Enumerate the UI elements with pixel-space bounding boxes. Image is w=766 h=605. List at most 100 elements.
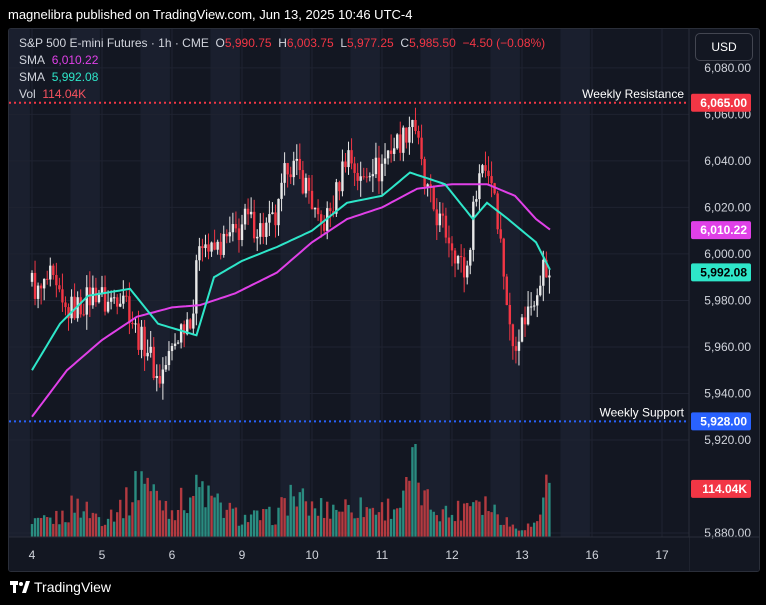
candle-body <box>246 208 250 215</box>
price-tick-label: 5,920.00 <box>704 433 751 447</box>
volume-bar <box>100 526 104 537</box>
candle-body <box>109 297 113 302</box>
candle-body <box>103 287 107 312</box>
legend-sma-slow-row[interactable]: SMA 6,010.22 <box>19 52 545 69</box>
legend-sma-fast-row[interactable]: SMA 5,992.08 <box>19 69 545 86</box>
time-tick-label: 13 <box>515 548 529 562</box>
currency-button[interactable]: USD <box>695 33 753 61</box>
legend-volume-row[interactable]: Vol 114.04K <box>19 86 545 103</box>
volume-bar <box>539 514 542 537</box>
price-chart[interactable]: Weekly Resistance Weekly Support 6,080.00… <box>9 29 759 571</box>
volume-bar <box>472 502 475 537</box>
candle-body <box>222 233 225 255</box>
volume-bar <box>259 520 262 537</box>
candle-body <box>505 276 508 305</box>
candle-body <box>155 376 158 379</box>
candle-body <box>517 341 521 351</box>
volume-bar <box>82 511 85 537</box>
candle-body <box>176 342 180 344</box>
volume-bar <box>332 504 335 537</box>
volume-bar <box>313 508 317 537</box>
candle-body <box>490 176 493 184</box>
candle-body <box>61 289 64 303</box>
volume-bar <box>125 487 128 537</box>
volume-bar <box>362 517 365 537</box>
candle-body <box>91 287 95 306</box>
volume-bar <box>414 444 417 537</box>
candle-body <box>249 211 253 215</box>
volume-bar <box>341 511 344 537</box>
volume-bar <box>55 510 58 537</box>
session-band <box>210 29 240 537</box>
volume-bar <box>173 520 177 537</box>
volume-bar <box>73 512 76 537</box>
volume-bar <box>128 515 131 537</box>
sma-slow-line[interactable] <box>31 183 551 418</box>
volume-bar <box>265 509 268 537</box>
candle-body <box>240 224 244 241</box>
candle-body <box>350 150 353 164</box>
ohlc-open-label: O <box>215 36 225 50</box>
candle-body <box>70 296 73 319</box>
candle-body <box>301 170 305 194</box>
candle-body <box>30 272 34 282</box>
volume-bar <box>112 521 116 537</box>
volume-bar <box>49 517 52 537</box>
candle-body <box>277 198 280 226</box>
time-tick-label: 9 <box>239 548 246 562</box>
volume-bar <box>545 474 548 537</box>
volume-bar <box>161 510 165 537</box>
candle-body <box>478 173 481 200</box>
volume-bar <box>490 512 493 537</box>
volume-bar <box>237 525 241 537</box>
candle-body <box>432 187 435 210</box>
symbol-name[interactable]: S&P 500 E-mini Futures · 1h · CME <box>19 36 209 50</box>
volume-bar <box>389 518 393 537</box>
resistance-price-badge: 6,065.00 <box>700 96 747 110</box>
sma-fast-value: 5,992.08 <box>51 70 99 84</box>
volume-bar <box>79 517 82 537</box>
candle-body <box>243 208 247 225</box>
volume-bar <box>146 477 149 537</box>
volume-bar <box>274 524 277 537</box>
candle-body <box>408 127 411 143</box>
volume-bar <box>201 481 204 537</box>
candle-body <box>49 265 52 280</box>
time-tick-label: 10 <box>305 548 319 562</box>
candle-body <box>405 127 408 143</box>
candle-body <box>97 292 101 303</box>
candle-body <box>106 301 110 312</box>
chart-pane[interactable]: Weekly Resistance Weekly Support 6,080.00… <box>8 28 760 572</box>
resistance-price-badge-background <box>691 93 751 112</box>
candle-body <box>459 256 463 258</box>
sma-slow-price-badge: 6,010.22 <box>700 223 747 237</box>
candle-body <box>33 272 37 299</box>
volume-bar <box>131 502 134 537</box>
candle-body <box>216 241 219 250</box>
volume-bar <box>167 518 171 537</box>
volume-bar <box>350 512 353 537</box>
candle-body <box>237 228 241 241</box>
candle-body <box>523 317 527 325</box>
session-bands <box>9 29 590 537</box>
volume-bar <box>204 507 207 537</box>
volume-bar <box>542 497 545 537</box>
volume-badge: 114.04K <box>702 482 747 496</box>
volume-bar <box>116 512 119 537</box>
time-tick-label: 11 <box>376 548 389 562</box>
candle-body <box>438 213 442 226</box>
candle-body <box>365 176 368 178</box>
candle-body <box>380 163 384 182</box>
session-band <box>140 29 170 537</box>
candle-body <box>499 229 502 239</box>
candle-body <box>225 233 228 237</box>
volume-bar <box>322 517 326 537</box>
candle-body <box>280 182 283 199</box>
candle-body <box>548 275 551 278</box>
sma-fast-line[interactable] <box>31 171 551 371</box>
volume-bar <box>307 515 311 537</box>
price-tick-label: 6,040.00 <box>704 154 751 168</box>
candle-body <box>195 260 198 314</box>
candle-body <box>143 326 146 357</box>
volume-bar <box>170 510 174 537</box>
